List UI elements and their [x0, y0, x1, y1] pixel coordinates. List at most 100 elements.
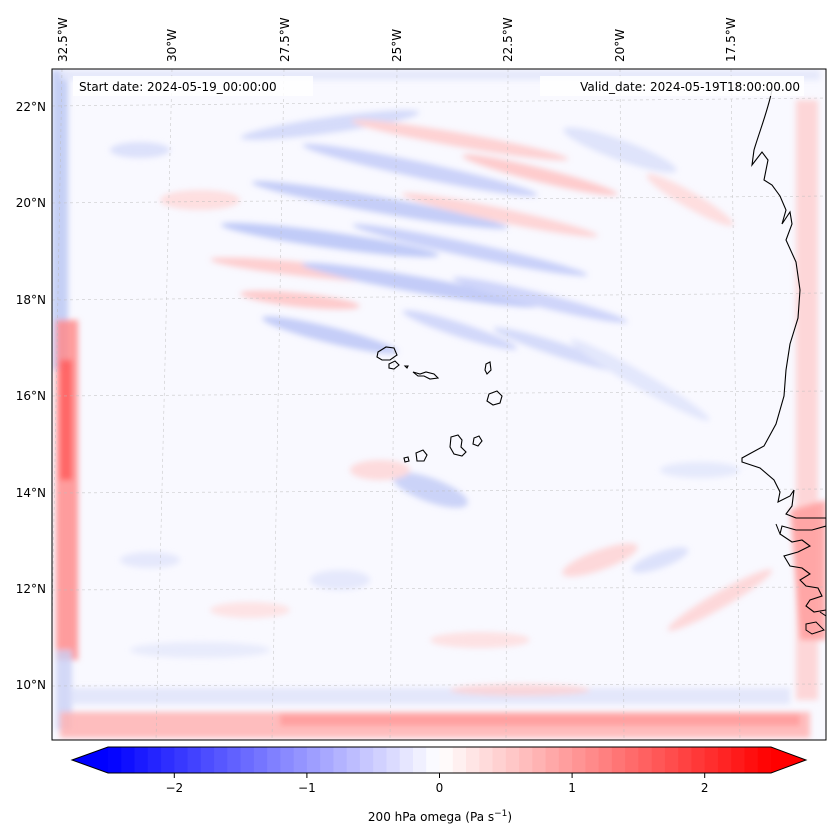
colorbar-cell: [214, 747, 228, 773]
lat-label-16n: 16°N: [16, 389, 46, 403]
colorbar-cell: [505, 747, 520, 773]
island-maio: [472, 435, 483, 447]
colorbar-cell: [134, 747, 149, 773]
colorbar-cell: [147, 747, 162, 773]
island-santiago: [449, 434, 467, 457]
colorbar-cell: [598, 747, 613, 773]
lon-label-25w: 25°W: [390, 29, 404, 62]
colorbar-cell: [731, 747, 746, 773]
colorbar-cell: [492, 747, 507, 773]
colorbar-tick-label: 1: [568, 781, 576, 795]
gambia-river: [775, 523, 781, 535]
colorbar-cell: [466, 747, 480, 773]
colorbar-cell: [412, 747, 427, 773]
colorbar-cell: [187, 747, 202, 773]
coast-fragment: [819, 611, 826, 617]
colorbar-cell: [306, 747, 321, 773]
colorbar-cell: [359, 747, 374, 773]
colorbar-cell: [161, 747, 175, 773]
colorbar-cell: [293, 747, 308, 773]
island-santa-luzia: [403, 365, 409, 369]
colorbar-cell: [320, 747, 335, 773]
colorbar-cell: [280, 747, 295, 773]
colorbar-cell: [651, 747, 666, 773]
colorbar-outline: [70, 746, 808, 774]
colorbar-cell: [174, 747, 189, 773]
colorbar-cell: [572, 747, 586, 773]
colorbar-cell: [638, 747, 653, 773]
colorbar-cell: [267, 747, 281, 773]
start-date-label: Start date: 2024-05-19_00:00:00: [79, 80, 277, 94]
colorbar-tick-label: −1: [298, 781, 316, 795]
island-sao-nicolau: [412, 371, 440, 380]
colorbar-extend-high: [771, 747, 806, 773]
lon-label-20w: 20°W: [613, 29, 627, 62]
lat-label-14n: 14°N: [16, 486, 46, 500]
lon-label-17-5w: 17.5°W: [724, 17, 738, 62]
island-fogo: [415, 449, 428, 462]
latitude-labels: 22°N 20°N 18°N 16°N 14°N 12°N 10°N: [16, 100, 46, 692]
colorbar-cell: [558, 747, 573, 773]
colorbar-cell: [585, 747, 600, 773]
colorbar-cell: [479, 747, 494, 773]
colorbar-cell: [386, 747, 401, 773]
colorbar-cell: [452, 747, 467, 773]
island-santo-antao: [376, 346, 398, 361]
island-sal: [484, 361, 492, 375]
lon-label-22-5w: 22.5°W: [501, 17, 515, 62]
lon-label-32-5w: 32.5°W: [56, 17, 70, 62]
colorbar-cell: [121, 747, 136, 773]
colorbar-cell: [664, 747, 679, 773]
colorbar-cell: [346, 747, 361, 773]
colorbar-cell: [691, 747, 706, 773]
africa-coastline: [741, 89, 826, 613]
colorbar-cell: [678, 747, 693, 773]
colorbar-cell: [532, 747, 547, 773]
cape-verde-islands: [376, 346, 503, 463]
colorbar-cell: [240, 747, 255, 773]
graticule: [52, 69, 826, 740]
island-brava: [403, 456, 410, 463]
colorbar-cell: [373, 747, 388, 773]
valid-date-box: Valid_date: 2024-05-19T18:00:00.00: [540, 76, 804, 96]
colorbar-ticks: −2 −1 0 1 2: [165, 773, 709, 795]
lat-label-20n: 20°N: [16, 196, 46, 210]
colorbar-tick-label: 2: [701, 781, 709, 795]
colorbar-tick-label: −2: [165, 781, 183, 795]
colorbar-cell: [426, 747, 441, 773]
colorbar-cell: [757, 747, 772, 773]
colorbar-cell: [717, 747, 732, 773]
island-sao-vicente: [388, 360, 400, 370]
colorbar-cell: [227, 747, 242, 773]
map-frame: [51, 68, 827, 741]
colorbar-cell: [625, 747, 639, 773]
colorbar: −2 −1 0 1 2 200 hPa omega (Pa s−1): [70, 746, 808, 824]
start-date-box: Start date: 2024-05-19_00:00:00: [73, 76, 313, 96]
colorbar-tick-label: 0: [436, 781, 444, 795]
colorbar-cell: [704, 747, 719, 773]
map-area: Start date: 2024-05-19_00:00:00 Valid_da…: [52, 69, 826, 740]
longitude-labels: 32.5°W 30°W 27.5°W 25°W 22.5°W 20°W 17.5…: [56, 17, 738, 62]
colorbar-cell: [200, 747, 215, 773]
colorbar-cell: [519, 747, 533, 773]
lat-label-12n: 12°N: [16, 582, 46, 596]
colorbar-cell: [611, 747, 626, 773]
colorbar-cell: [744, 747, 759, 773]
lat-label-22n: 22°N: [16, 100, 46, 114]
colorbar-cell: [399, 747, 414, 773]
colorbar-cell: [253, 747, 268, 773]
lat-label-10n: 10°N: [16, 678, 46, 692]
colorbar-extend-low: [72, 747, 108, 773]
lat-label-18n: 18°N: [16, 293, 46, 307]
colorbar-cell: [545, 747, 560, 773]
lon-label-27-5w: 27.5°W: [278, 17, 292, 62]
colorbar-cell: [108, 747, 122, 773]
colorbar-cells: [108, 747, 772, 773]
island-boa-vista: [486, 390, 503, 406]
colorbar-label: 200 hPa omega (Pa s−1): [368, 809, 512, 824]
bijagos-island: [805, 621, 825, 635]
valid-date-label: Valid_date: 2024-05-19T18:00:00.00: [580, 80, 800, 94]
colorbar-cell: [439, 747, 454, 773]
colorbar-cell: [333, 747, 348, 773]
